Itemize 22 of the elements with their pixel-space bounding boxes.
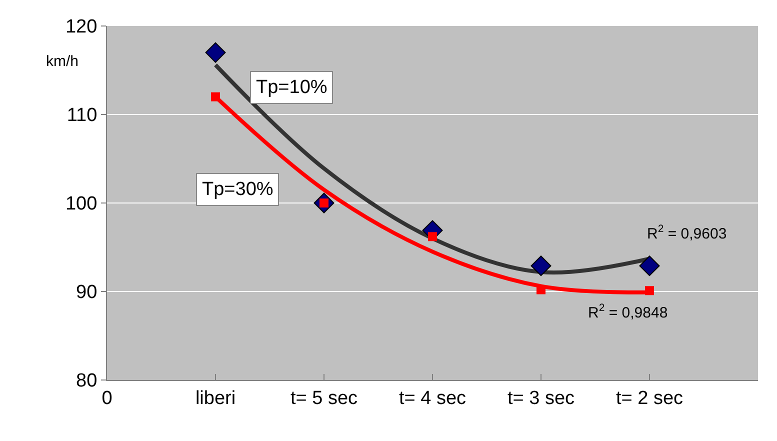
annotation: Tp=10% — [256, 77, 328, 98]
x-tick-label: t= 3 sec — [507, 388, 575, 409]
x-tick-label: t= 2 sec — [616, 388, 684, 409]
x-tick-label: t= 5 sec — [290, 388, 358, 409]
y-tick-label: 80 — [76, 370, 98, 392]
x-tick-label: liberi — [195, 388, 236, 409]
y-tick-label: 120 — [65, 16, 98, 38]
annotation: R$^{2}$ = 0,9603 — [647, 223, 727, 242]
y-tick-label: 110 — [66, 105, 98, 126]
annotation: Tp=30% — [202, 179, 274, 200]
point — [428, 232, 437, 242]
point — [211, 92, 220, 102]
y-axis-title: km/h — [46, 53, 79, 70]
y-tick-label: 100 — [65, 194, 98, 215]
point — [639, 256, 660, 276]
y-tick-label: 90 — [76, 282, 98, 304]
x-tick-label: t= 4 sec — [398, 388, 466, 409]
point — [530, 256, 552, 276]
x-tick-label: 0 — [102, 388, 112, 409]
point — [205, 42, 226, 63]
point — [645, 286, 654, 296]
annotation: R$^{2}$ = 0,9848 — [588, 302, 668, 322]
